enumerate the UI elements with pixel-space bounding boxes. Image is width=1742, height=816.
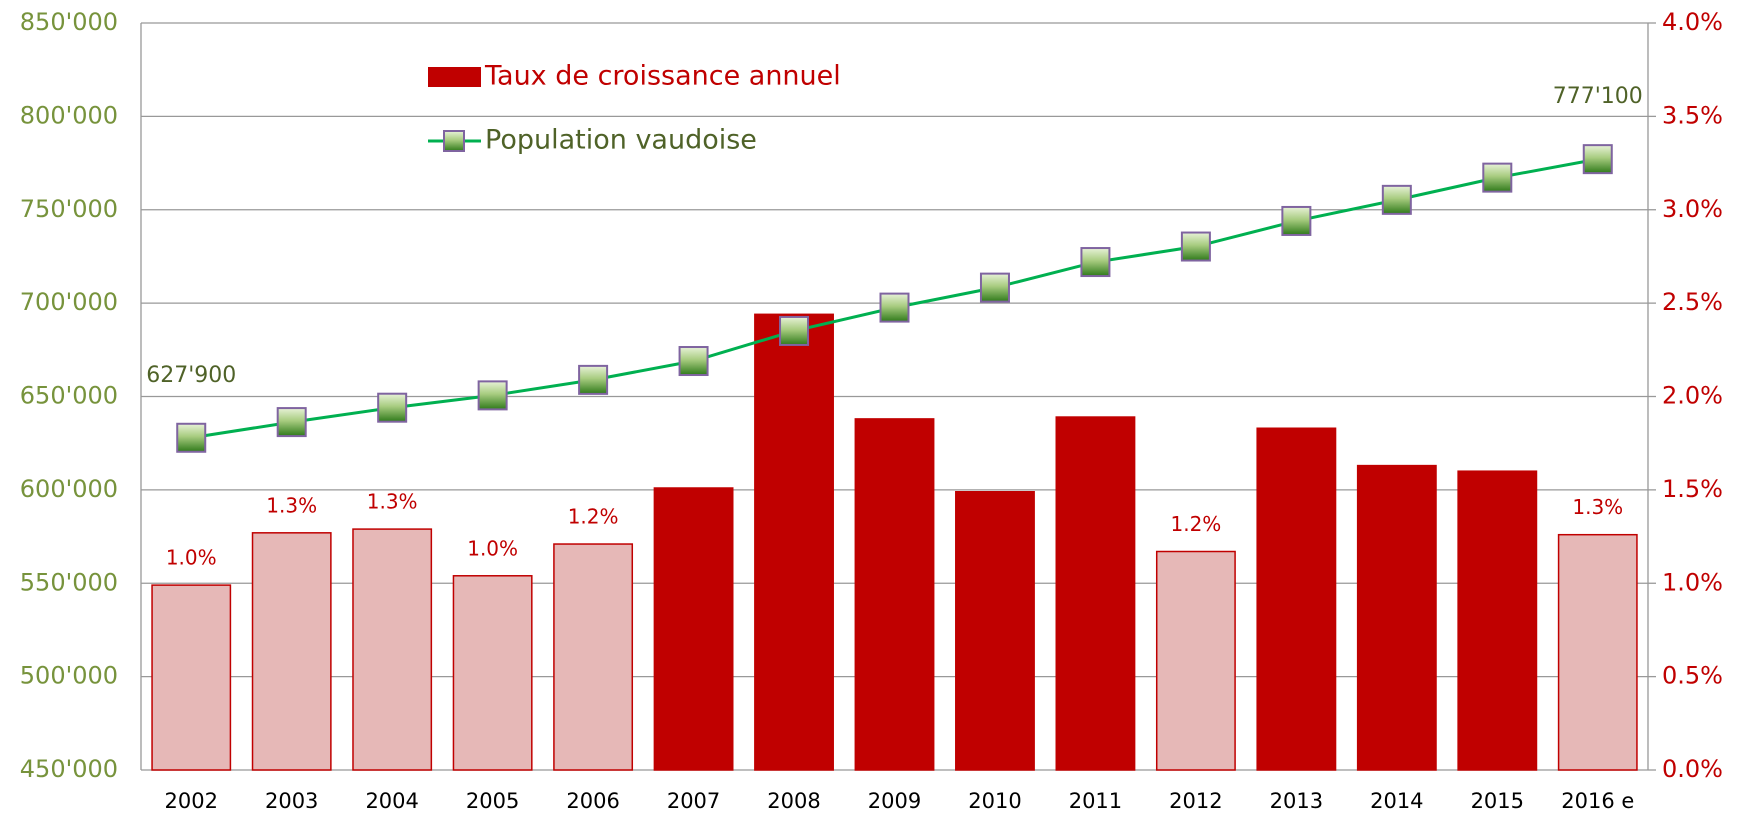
x-tick-label: 2006 [566, 789, 619, 813]
y2-tick-label: 1.5% [1662, 475, 1723, 503]
bar [1356, 464, 1437, 771]
y2-tick-label: 2.5% [1662, 288, 1723, 316]
marker [1281, 205, 1312, 236]
data-label: 1.2% [1170, 512, 1221, 536]
y2-tick-label: 4.0% [1662, 8, 1723, 36]
legend-marker [443, 130, 465, 152]
marker [176, 422, 207, 453]
marker [779, 315, 810, 346]
x-tick-label: 2009 [868, 789, 921, 813]
y-tick-label: 450'000 [20, 755, 118, 783]
marker [377, 392, 408, 423]
y-tick-label: 550'000 [20, 568, 118, 596]
y2-tick-label: 0.5% [1662, 662, 1723, 690]
bar [1155, 550, 1236, 771]
bar [854, 418, 935, 771]
x-tick-label: 2015 [1471, 789, 1524, 813]
x-tick-label: 2005 [466, 789, 519, 813]
marker [879, 292, 910, 323]
x-tick-label: 2011 [1069, 789, 1122, 813]
y-tick-label: 850'000 [20, 8, 118, 36]
y-tick-label: 500'000 [20, 662, 118, 690]
marker [678, 346, 709, 377]
y-tick-label: 750'000 [20, 195, 118, 223]
bar [352, 528, 433, 771]
x-tick-label: 2008 [767, 789, 820, 813]
bar [452, 575, 533, 771]
legend-label: Taux de croissance annuel [484, 61, 841, 92]
y-tick-label: 650'000 [20, 382, 118, 410]
x-tick-label: 2014 [1370, 789, 1423, 813]
data-label: 1.3% [367, 490, 418, 514]
legend-swatch [428, 67, 481, 87]
marker [979, 272, 1010, 303]
marker [477, 380, 508, 411]
marker [276, 407, 307, 438]
y2-tick-label: 1.0% [1662, 568, 1723, 596]
bar [653, 487, 734, 771]
y2-tick-label: 0.0% [1662, 755, 1723, 783]
marker [1582, 144, 1613, 175]
marker [1381, 184, 1412, 215]
data-label: 1.2% [568, 505, 619, 529]
y-tick-label: 600'000 [20, 475, 118, 503]
data-label: 1.3% [1572, 495, 1623, 519]
y-tick-label: 800'000 [20, 101, 118, 129]
legend-label: Population vaudoise [485, 125, 757, 156]
x-tick-label: 2013 [1270, 789, 1323, 813]
y2-tick-label: 3.0% [1662, 195, 1723, 223]
x-tick-label: 2016 e [1561, 789, 1634, 813]
y-tick-label: 700'000 [20, 288, 118, 316]
bar [1457, 470, 1538, 771]
data-label: 1.3% [266, 493, 317, 517]
data-label: 1.0% [467, 536, 518, 560]
x-tick-label: 2004 [365, 789, 418, 813]
bar [1256, 427, 1337, 771]
x-tick-label: 2002 [165, 789, 218, 813]
x-tick-label: 2007 [667, 789, 720, 813]
bar [553, 543, 634, 771]
bar [151, 584, 232, 771]
data-label: 627'900 [146, 363, 236, 388]
data-label: 1.0% [166, 546, 217, 570]
x-tick-label: 2010 [968, 789, 1021, 813]
y2-tick-label: 3.5% [1662, 101, 1723, 129]
bar [1557, 533, 1638, 771]
marker [1482, 162, 1513, 193]
x-tick-label: 2003 [265, 789, 318, 813]
y2-tick-label: 2.0% [1662, 382, 1723, 410]
x-tick-label: 2012 [1169, 789, 1222, 813]
bar [754, 313, 834, 771]
marker [578, 364, 609, 395]
marker [1180, 231, 1211, 262]
marker [1080, 247, 1111, 278]
data-label: 777'100 [1553, 84, 1643, 109]
bar [955, 490, 1035, 771]
bar [251, 532, 332, 771]
bar [1055, 416, 1136, 771]
